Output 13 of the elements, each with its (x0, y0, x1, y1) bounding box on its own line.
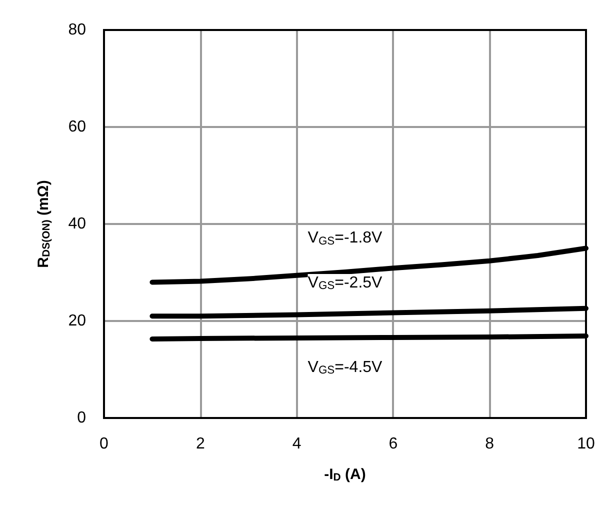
y-tick-label: 40 (68, 216, 86, 232)
y-tick-label: 20 (68, 312, 86, 330)
x-tick-label: 2 (196, 436, 205, 452)
x-tick-label: 6 (388, 436, 398, 452)
x-tick-label: 0 (100, 436, 109, 452)
x-axis-title: -ID (A) (324, 466, 366, 484)
y-tick-label: 80 (68, 22, 86, 38)
y-tick-label: 0 (77, 410, 86, 426)
x-tick-label: 8 (485, 436, 494, 452)
x-tick-label: 4 (292, 436, 302, 452)
y-axis-title: RDS(ON) (mΩ) (35, 180, 52, 268)
y-tick-label: 60 (68, 118, 86, 136)
x-tick-label: 10 (577, 436, 595, 452)
